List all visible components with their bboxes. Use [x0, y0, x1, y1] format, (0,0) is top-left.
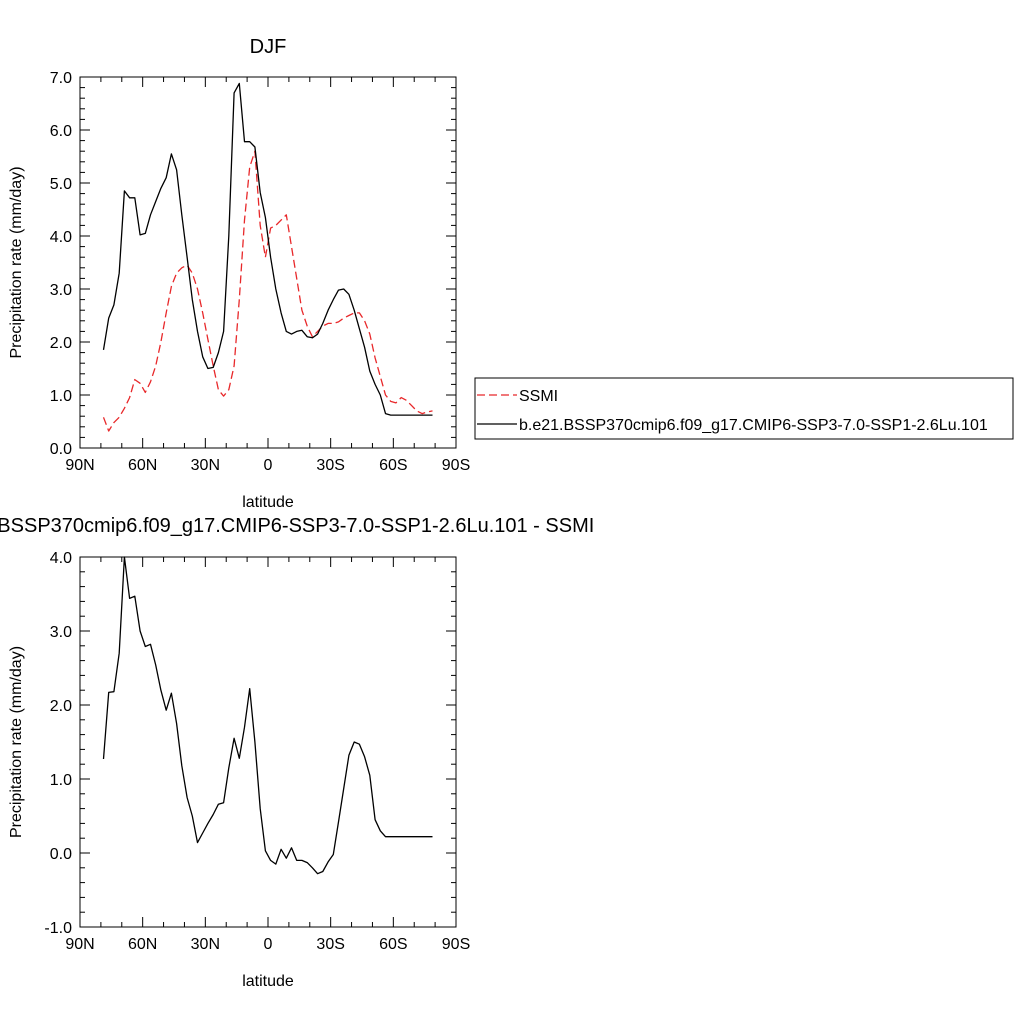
y-tick-label: 2.0 — [50, 698, 72, 715]
y-tick-label: 3.0 — [50, 624, 72, 641]
x-tick-label: 0 — [264, 457, 273, 474]
x-tick-label: 60S — [379, 936, 407, 953]
bottom-panel-difference: 90N 60N 30N 0 30S 60S 90S -1.0 0.0 1.0 2.0 3.0 4.0 b.… — [0, 515, 594, 990]
y-tick-label: 2.0 — [50, 335, 72, 352]
legend-label: SSMI — [519, 388, 558, 405]
y-tick-label: 1.0 — [50, 388, 72, 405]
plot-frame — [79, 76, 457, 449]
x-tick-label: 60N — [128, 936, 157, 953]
chart-title: b.e21.BSSP370cmip6.f09_g17.CMIP6-SSP3-7.… — [0, 515, 594, 537]
x-axis-label: latitude — [242, 494, 294, 511]
y-tick-label: 0.0 — [50, 846, 72, 863]
plot-frame — [79, 556, 457, 928]
chart-title: DJF — [250, 36, 287, 58]
y-tick-label: 4.0 — [50, 229, 72, 246]
x-tick-label: 90N — [65, 936, 94, 953]
y-tick-label: 4.0 — [50, 550, 72, 567]
x-tick-label: 60S — [379, 457, 407, 474]
top-panel-djf: 90N 60N 30N 0 30S 60S 90S 0.0 1.0 2.0 3.0 4.0 5.0 6.0… — [8, 36, 470, 511]
y-tick-label: 0.0 — [50, 441, 72, 458]
legend-label: b.e21.BSSP370cmip6.f09_g17.CMIP6-SSP3-7.… — [519, 417, 988, 434]
y-tick-label: 7.0 — [50, 70, 72, 87]
x-tick-label: 30N — [191, 936, 220, 953]
x-tick-label: 30N — [191, 457, 220, 474]
series-line-model — [102, 82, 433, 416]
y-axis-label: Precipitation rate (mm/day) — [8, 646, 25, 838]
x-tick-label: 60N — [128, 457, 157, 474]
legend-box — [474, 377, 1014, 440]
x-tick-label: 30S — [316, 457, 344, 474]
legend: SSMI b.e21.BSSP370cmip6.f09_g17.CMIP6-SSP… — [474, 377, 1014, 440]
x-tick-label: 90S — [442, 457, 470, 474]
x-axis-label: latitude — [242, 973, 294, 990]
x-tick-label: 90N — [65, 457, 94, 474]
series-line-difference — [102, 556, 433, 875]
y-tick-label: 1.0 — [50, 772, 72, 789]
y-tick-label: 3.0 — [50, 282, 72, 299]
series-line-ssmi — [102, 150, 433, 432]
x-tick-label: 0 — [264, 936, 273, 953]
y-tick-label: -1.0 — [44, 920, 72, 937]
y-axis-label: Precipitation rate (mm/day) — [8, 166, 25, 358]
x-tick-label: 30S — [316, 936, 344, 953]
y-tick-label: 5.0 — [50, 176, 72, 193]
x-tick-label: 90S — [442, 936, 470, 953]
y-tick-label: 6.0 — [50, 123, 72, 140]
